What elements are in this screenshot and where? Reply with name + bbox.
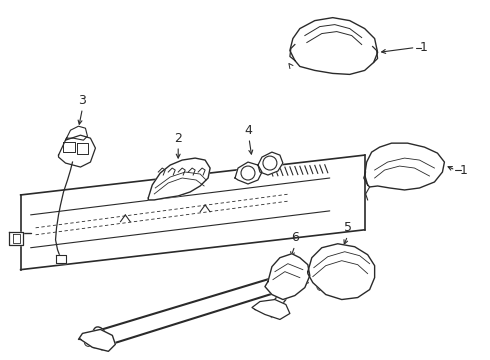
Polygon shape [252, 300, 290, 319]
Polygon shape [78, 329, 115, 351]
Text: 3: 3 [78, 94, 86, 107]
Polygon shape [66, 126, 87, 140]
Polygon shape [290, 18, 378, 75]
Polygon shape [308, 244, 375, 300]
Polygon shape [55, 255, 66, 263]
Polygon shape [365, 143, 444, 190]
Text: 4: 4 [244, 124, 252, 137]
Polygon shape [21, 155, 365, 270]
Polygon shape [258, 152, 283, 175]
Polygon shape [148, 158, 210, 200]
Polygon shape [9, 232, 23, 245]
Text: 6: 6 [291, 231, 299, 244]
Text: 1: 1 [419, 41, 427, 54]
Polygon shape [58, 135, 96, 167]
Polygon shape [265, 254, 310, 300]
Polygon shape [235, 162, 262, 184]
Text: 5: 5 [343, 221, 352, 234]
Text: 2: 2 [174, 132, 182, 145]
Text: 1: 1 [460, 163, 467, 176]
